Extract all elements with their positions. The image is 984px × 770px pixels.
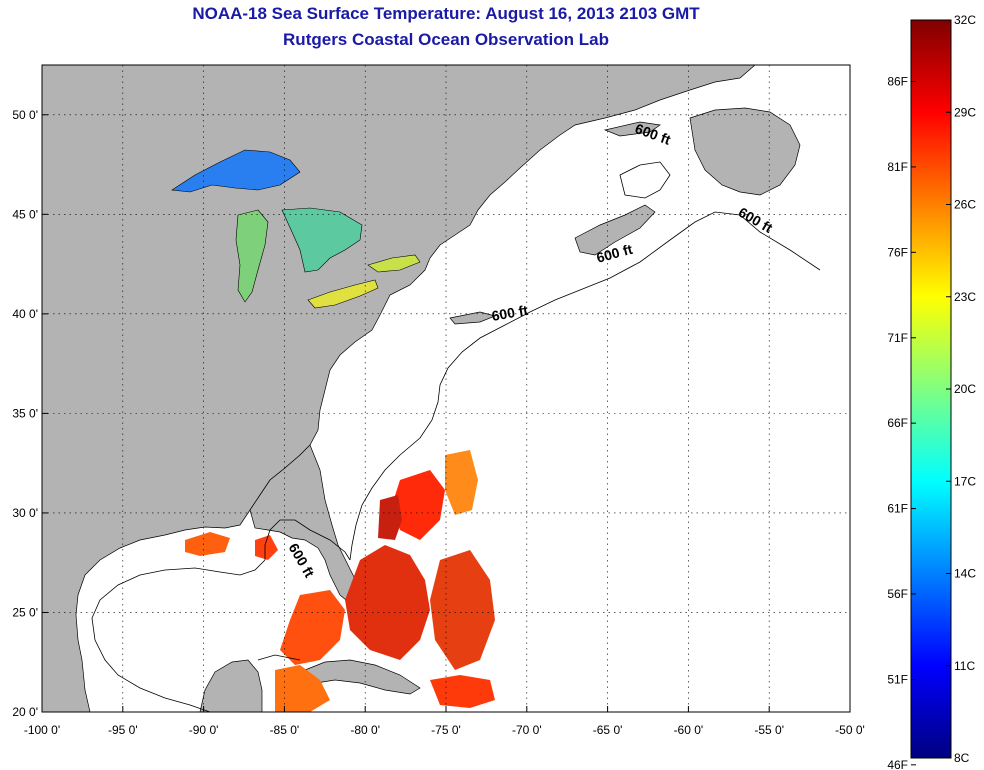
lake-huron: [281, 207, 363, 273]
north-america-land: [42, 65, 756, 712]
lake-erie: [307, 279, 379, 309]
lake-ontario: [367, 254, 421, 273]
x-tick-label: -55 0': [754, 723, 784, 737]
lake-michigan: [235, 209, 269, 303]
lake-superior: [171, 149, 301, 193]
x-tick-label: -65 0': [593, 723, 623, 737]
fahrenheit-tick-label: 66F: [887, 416, 908, 430]
y-tick-label: 35 0': [12, 406, 38, 420]
x-tick-label: -95 0': [108, 723, 138, 737]
y-axis: 50 0' 45 0' 40 0' 35 0' 30 0' 25 0' 20 0': [12, 108, 48, 719]
florida-peninsula: [249, 444, 361, 606]
x-tick-label: -50 0': [835, 723, 865, 737]
celsius-tick-label: 32C: [954, 13, 976, 27]
fahrenheit-tick-label: 76F: [887, 245, 908, 259]
celsius-tick-label: 8C: [954, 751, 970, 765]
celsius-tick-label: 11C: [954, 659, 975, 673]
newfoundland-island: [689, 107, 801, 196]
grid-lines: [42, 65, 850, 712]
isobath-600ft: [91, 161, 821, 712]
y-tick-label: 30 0': [12, 506, 38, 520]
celsius-tick-label: 14C: [954, 567, 976, 581]
celsius-tick-label: 26C: [954, 198, 976, 212]
celsius-tick-label: 29C: [954, 105, 976, 119]
map-title: NOAA-18 Sea Surface Temperature: August …: [192, 4, 700, 23]
x-tick-label: -100 0': [24, 723, 60, 737]
x-tick-label: -70 0': [512, 723, 542, 737]
sst-data-atlantic: [275, 450, 495, 712]
x-axis: -100 0' -95 0' -90 0' -85 0' -80 0' -75 0' -70…: [24, 706, 865, 737]
colorbar: [910, 19, 952, 759]
y-tick-label: 50 0': [12, 108, 38, 122]
x-tick-label: -90 0': [189, 723, 219, 737]
fahrenheit-tick-label: 71F: [887, 331, 908, 345]
celsius-tick-label: 17C: [954, 474, 976, 488]
colorbar-ticks: 32C 29C 26C 23C 20C 17C 14C 11C 8C 86F 81F 76F 71F 66…: [887, 13, 976, 770]
anticosti-island: [603, 121, 661, 137]
long-island: [449, 311, 497, 325]
fahrenheit-tick-label: 56F: [887, 587, 908, 601]
y-tick-label: 40 0': [12, 307, 38, 321]
fahrenheit-tick-label: 86F: [887, 75, 908, 89]
fahrenheit-tick-label: 51F: [887, 672, 908, 686]
contour-label-600ft: 600 ft: [490, 302, 529, 324]
y-tick-label: 45 0': [12, 207, 38, 221]
yucatan-peninsula: [199, 659, 263, 712]
y-tick-label: 20 0': [12, 705, 38, 719]
sst-data-gulf: [185, 532, 278, 560]
fahrenheit-tick-label: 81F: [887, 160, 908, 174]
x-tick-label: -80 0': [350, 723, 380, 737]
celsius-tick-label: 20C: [954, 382, 976, 396]
fahrenheit-tick-label: 61F: [887, 502, 908, 516]
x-tick-label: -85 0': [270, 723, 300, 737]
y-tick-label: 25 0': [12, 605, 38, 619]
fahrenheit-tick-label: 46F: [887, 758, 908, 770]
celsius-tick-label: 23C: [954, 290, 976, 304]
map-subtitle: Rutgers Coastal Ocean Observation Lab: [283, 30, 609, 49]
x-tick-label: -75 0': [431, 723, 461, 737]
x-tick-label: -60 0': [674, 723, 704, 737]
cuba-island: [299, 659, 421, 695]
nova-scotia: [574, 204, 656, 256]
